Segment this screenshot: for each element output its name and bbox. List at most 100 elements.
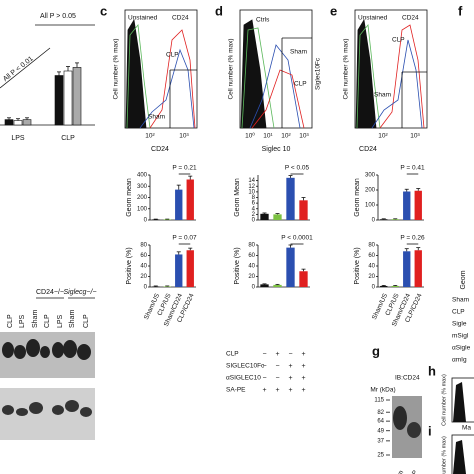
bar [286, 177, 295, 220]
row-label: Sigle [452, 321, 467, 328]
y-tick-label: 0 [372, 218, 376, 224]
histogram-label: Siglec10Fc [315, 57, 322, 90]
x-tick-label: LPS [11, 135, 25, 142]
bar [260, 213, 269, 220]
panel-letter: f [458, 3, 463, 18]
x-tick-label: 10⁰ [245, 132, 255, 140]
bar [22, 119, 32, 126]
y-tick-label: 100 [137, 206, 148, 212]
y-tick-label: 60 [368, 253, 375, 259]
x-tick-label: 10² [378, 133, 388, 140]
y-tick-label: 20 [140, 274, 147, 280]
table-cell: − [262, 351, 266, 358]
y-tick-label: 200 [365, 188, 376, 194]
lane-label: CLP [407, 469, 419, 474]
bar [380, 219, 388, 220]
panel-letter: c [100, 3, 107, 18]
x-axis-label: CD24 [151, 146, 169, 153]
bar [175, 254, 183, 287]
panel-letter: g [372, 343, 380, 358]
bar [403, 191, 411, 220]
y-tick-label: 0 [252, 285, 256, 291]
row-label: mSigl [452, 333, 469, 340]
table-cell: + [301, 363, 305, 370]
marker-label: 37 [377, 438, 384, 444]
y-tick-label: 80 [248, 243, 255, 249]
blot-group: Siglecg−/− [63, 289, 96, 296]
x-tick-label: 10² [281, 133, 291, 140]
row-label: CLP [452, 309, 465, 316]
table-cell: + [275, 387, 279, 394]
row-label: SA-PE [226, 387, 246, 394]
panel-letter: i [428, 423, 432, 438]
x-axis-label: CD24 [359, 146, 377, 153]
bar [414, 190, 422, 220]
p-value: P < 0.0001 [281, 235, 313, 242]
y-tick-label: 0 [252, 218, 256, 224]
annotation: All P > 0.05 [40, 13, 76, 20]
blot-band [407, 422, 421, 438]
lane-label: LPS [19, 314, 26, 328]
y-tick-label: 0 [144, 218, 148, 224]
y-tick-label: 400 [137, 173, 148, 179]
lane-label: Sham [69, 310, 76, 328]
bar [299, 271, 308, 287]
bar [13, 120, 23, 126]
histogram-label: Unstained [128, 15, 158, 22]
p-value: P = 0.21 [172, 165, 197, 172]
histogram-label: CLP [294, 81, 307, 88]
histogram-label: CD24 [172, 15, 189, 22]
axis-label: Mr (kDa) [370, 387, 395, 394]
y-tick-label: 12 [248, 184, 255, 190]
y-tick-label: 8 [252, 195, 256, 201]
y-axis-label: Geom [460, 270, 467, 289]
table-cell: + [288, 375, 292, 382]
y-axis-label: Positive (%) [126, 247, 133, 284]
p-value: P < 0.05 [285, 165, 310, 172]
table-cell: + [288, 363, 292, 370]
row-label: αSigle [452, 345, 471, 352]
bar [152, 219, 160, 220]
y-tick-label: 0 [372, 285, 376, 291]
blot-bands [2, 400, 92, 417]
marker-label: 25 [377, 453, 384, 459]
y-axis-label: Positive (%) [234, 247, 241, 284]
y-tick-label: 60 [140, 253, 147, 259]
blot-group: CD24−/− [36, 289, 64, 296]
x-tick-label: 10¹ [263, 133, 273, 140]
row-label: αSIGLEC10 [226, 375, 261, 382]
y-tick-label: 20 [368, 274, 375, 280]
histogram-label: Sham [374, 92, 391, 99]
blot [0, 388, 95, 440]
x-axis-label: Siglec 10 [262, 146, 291, 153]
histogram-label: Sham [148, 114, 165, 121]
table-cell: + [301, 351, 305, 358]
bar [391, 219, 399, 220]
lane-label: CLP [7, 314, 14, 328]
histogram [124, 9, 474, 474]
y-tick-label: 40 [368, 264, 375, 270]
lane-label: CLP [83, 314, 90, 328]
table-cell: − [262, 375, 266, 382]
marker-label: 64 [377, 419, 384, 425]
x-tick-label: 10³ [299, 133, 309, 140]
lane-label: LPS [57, 314, 64, 328]
row-label: Sham [452, 297, 469, 304]
y-tick-label: 80 [140, 243, 147, 249]
bar [414, 250, 422, 287]
histogram-label: Sham [290, 49, 307, 56]
bar [4, 119, 14, 126]
y-tick-label: 300 [137, 184, 148, 190]
y-tick-label: 4 [252, 206, 256, 212]
bar [403, 251, 411, 287]
y-axis-label: Geom Mean [234, 178, 241, 217]
p-value: P = 0.41 [400, 165, 425, 172]
table-cell: + [288, 387, 292, 394]
y-tick-label: 80 [368, 243, 375, 249]
histogram-label: CLP [166, 52, 179, 59]
x-axis-label: Ma [462, 425, 471, 432]
row-label: αmIg [452, 357, 467, 364]
y-tick-label: 0 [144, 285, 148, 291]
y-tick-label: 40 [248, 264, 255, 270]
blot-band [393, 406, 407, 430]
